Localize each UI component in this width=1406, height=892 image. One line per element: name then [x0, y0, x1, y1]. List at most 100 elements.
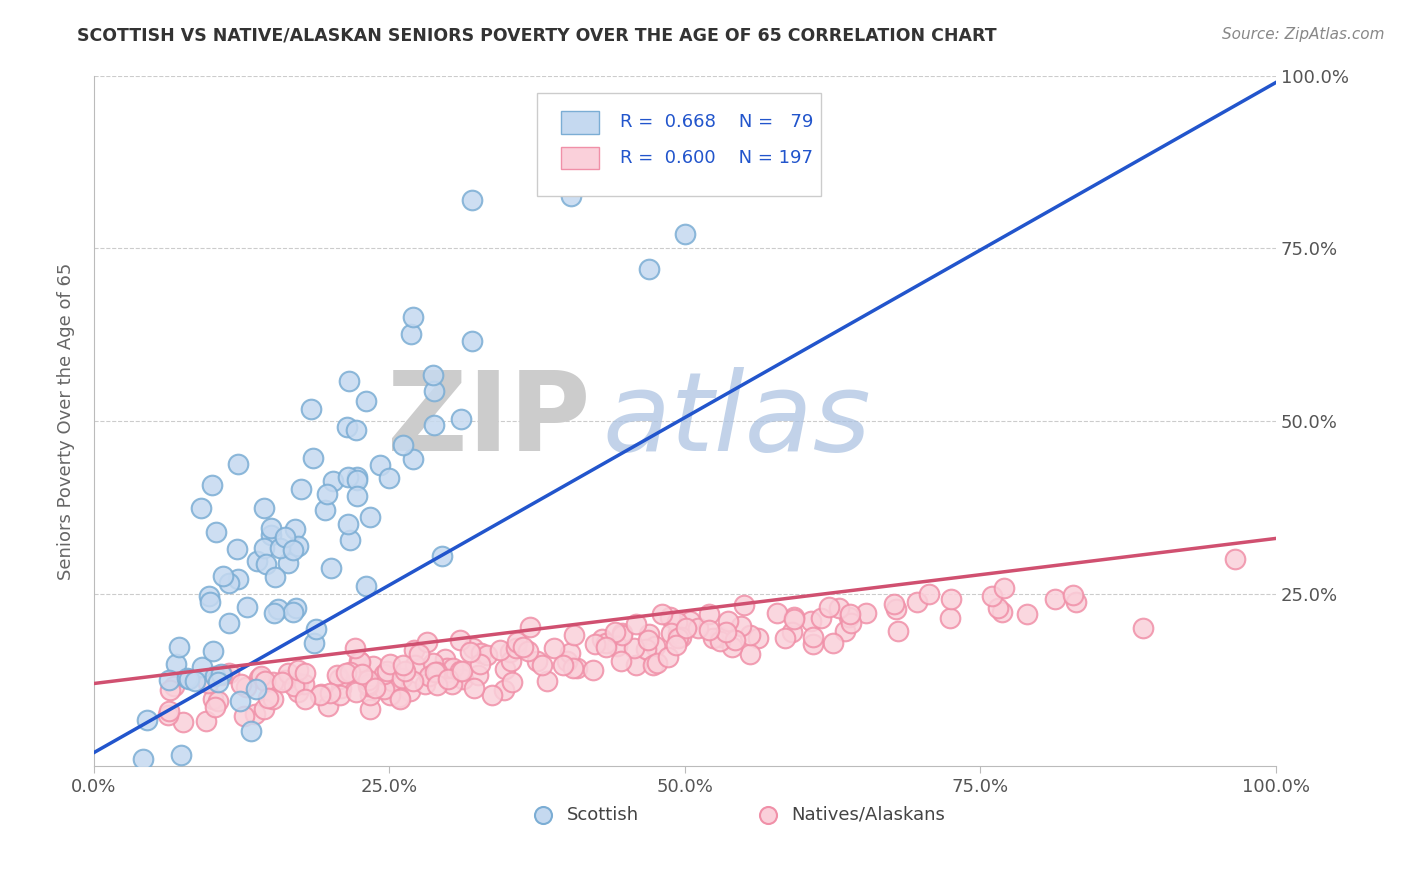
Point [356, 679, 378, 693]
Point [436, 672, 458, 686]
Point [207, 693, 229, 707]
Point [226, 542, 249, 557]
Point [1017, 607, 1039, 622]
Point [657, 650, 679, 665]
Point [204, 700, 226, 714]
Point [269, 541, 291, 555]
Point [218, 576, 240, 591]
Point [638, 262, 661, 277]
Point [887, 624, 910, 638]
Point [191, 660, 214, 674]
Point [304, 622, 326, 636]
Point [659, 610, 682, 624]
Point [205, 525, 228, 540]
Point [316, 698, 339, 713]
Point [526, 654, 548, 668]
Point [623, 640, 645, 655]
Point [359, 688, 381, 702]
Point [451, 664, 474, 678]
Point [359, 701, 381, 715]
Point [505, 640, 527, 655]
Point [714, 625, 737, 640]
Point [730, 619, 752, 633]
Point [560, 188, 582, 202]
Point [834, 624, 856, 638]
Point [430, 549, 453, 564]
Point [337, 516, 360, 531]
Point [666, 631, 689, 645]
Point [287, 663, 309, 677]
Point [228, 457, 250, 471]
Point [606, 639, 628, 653]
Point [319, 560, 342, 574]
Point [201, 691, 224, 706]
Point [349, 655, 371, 669]
Point [157, 704, 180, 718]
Point [461, 193, 484, 207]
Point [299, 401, 322, 416]
Point [740, 647, 762, 661]
Point [294, 665, 316, 680]
Point [283, 606, 305, 620]
Point [626, 657, 648, 672]
Point [562, 628, 585, 642]
Point [270, 674, 292, 689]
Point [494, 682, 516, 697]
Point [254, 673, 277, 688]
Point [501, 674, 523, 689]
Point [378, 688, 401, 702]
Point [359, 509, 381, 524]
Point [136, 713, 159, 727]
Point [373, 666, 395, 681]
Point [274, 673, 297, 688]
Point [399, 684, 422, 698]
Point [461, 334, 484, 348]
Point [260, 521, 283, 535]
Point [344, 423, 367, 437]
Point [131, 752, 153, 766]
Point [562, 661, 585, 675]
Point [637, 632, 659, 647]
Point [436, 661, 458, 675]
Point [408, 647, 430, 661]
Point [426, 665, 449, 680]
Point [536, 674, 558, 689]
Point [423, 417, 446, 432]
Point [211, 667, 233, 681]
Point [828, 601, 851, 615]
Point [356, 394, 378, 409]
Point [322, 474, 344, 488]
Point [176, 671, 198, 685]
Point [346, 474, 368, 488]
Point [422, 656, 444, 670]
Point [512, 640, 534, 654]
Point [821, 636, 844, 650]
Text: ZIP: ZIP [387, 368, 591, 475]
Point [197, 589, 219, 603]
Point [247, 671, 270, 685]
Point [555, 654, 578, 668]
Point [418, 669, 440, 683]
Point [163, 679, 186, 693]
Point [354, 579, 377, 593]
Point [252, 702, 274, 716]
Point [277, 666, 299, 681]
Point [450, 412, 472, 426]
Point [423, 384, 446, 398]
Point [756, 807, 779, 822]
Point [381, 673, 404, 688]
Point [309, 688, 332, 702]
Point [167, 640, 190, 654]
Point [378, 657, 401, 672]
Point [285, 601, 308, 615]
Point [839, 615, 862, 630]
Point [346, 489, 368, 503]
Point [583, 637, 606, 651]
Point [449, 664, 471, 678]
Point [198, 594, 221, 608]
Point [287, 676, 309, 690]
Point [201, 643, 224, 657]
Point [1223, 551, 1246, 566]
Point [373, 682, 395, 697]
Point [519, 620, 541, 634]
